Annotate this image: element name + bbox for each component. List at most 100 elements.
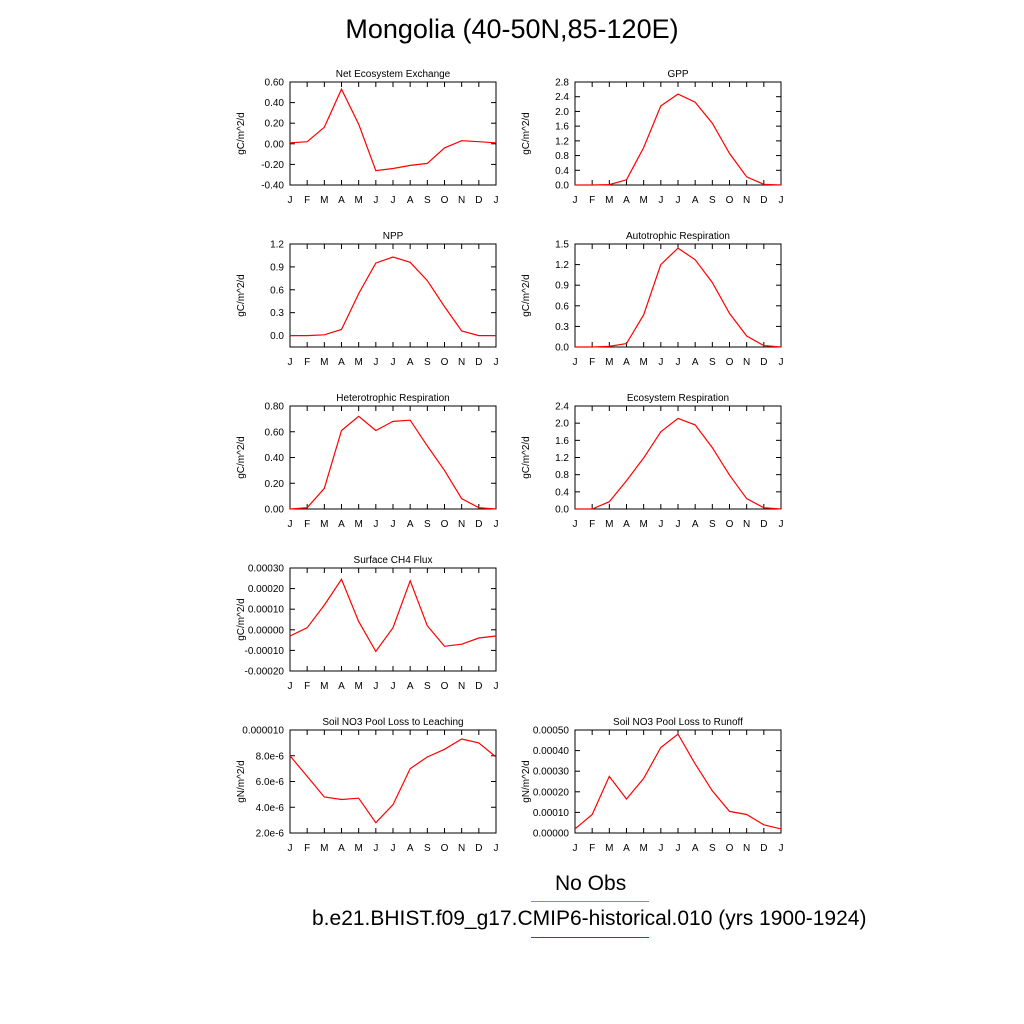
y-tick-label: 8.0e-6	[256, 751, 285, 762]
y-tick-label: 2.0e-6	[256, 829, 285, 840]
x-tick-label: A	[338, 519, 345, 530]
chart-title: Autotrophic Respiration	[626, 231, 730, 242]
x-tick-label: D	[475, 681, 482, 692]
x-tick-label: A	[407, 681, 414, 692]
x-tick-label: D	[760, 195, 767, 206]
x-tick-label: F	[304, 681, 310, 692]
x-tick-label: O	[726, 195, 734, 206]
x-tick-label: J	[494, 519, 499, 530]
x-tick-label: M	[605, 843, 613, 854]
x-tick-label: O	[441, 681, 449, 692]
y-tick-label: 0.6	[555, 301, 569, 312]
x-tick-label: J	[658, 357, 663, 368]
plot-frame	[289, 81, 497, 186]
x-tick-label: O	[441, 357, 449, 368]
x-tick-label: J	[373, 519, 378, 530]
x-tick-label: M	[320, 843, 328, 854]
chart-title: Ecosystem Respiration	[627, 393, 729, 404]
y-axis-label: gC/m^2/d	[521, 112, 532, 155]
x-tick-label: N	[458, 195, 465, 206]
x-tick-label: J	[288, 519, 293, 530]
plot-frame	[574, 243, 782, 348]
x-tick-label: F	[589, 357, 595, 368]
x-tick-label: M	[320, 519, 328, 530]
chart-title: Soil NO3 Pool Loss to Runoff	[613, 717, 743, 728]
y-tick-label: 1.5	[555, 240, 569, 251]
x-tick-label: D	[760, 519, 767, 530]
page-title: Mongolia (40-50N,85-120E)	[345, 14, 679, 44]
x-tick-label: J	[494, 681, 499, 692]
y-axis-label: gN/m^2/d	[521, 760, 532, 803]
x-tick-label: F	[589, 843, 595, 854]
x-tick-label: F	[304, 519, 310, 530]
y-tick-label: 0.00040	[533, 746, 570, 757]
x-tick-label: S	[709, 843, 716, 854]
y-tick-label: 0.3	[555, 322, 569, 333]
series-line	[289, 87, 497, 172]
y-tick-label: 0.00020	[248, 584, 285, 595]
x-tick-label: O	[726, 519, 734, 530]
x-tick-label: N	[743, 357, 750, 368]
x-tick-label: A	[692, 357, 699, 368]
y-tick-label: 2.4	[555, 402, 569, 413]
legend-model-line	[531, 937, 649, 938]
x-tick-label: F	[304, 357, 310, 368]
y-tick-label: 0.00	[265, 505, 285, 516]
x-tick-label: S	[424, 519, 431, 530]
x-tick-label: A	[692, 195, 699, 206]
x-tick-label: J	[288, 357, 293, 368]
plot-frame	[289, 729, 497, 834]
y-tick-label: 1.2	[555, 260, 569, 271]
x-tick-label: J	[494, 357, 499, 368]
chart-title: Surface CH4 Flux	[354, 555, 433, 566]
y-tick-label: 0.8	[555, 151, 569, 162]
x-tick-label: M	[639, 519, 647, 530]
legend-obs-line	[531, 901, 649, 902]
x-tick-label: N	[458, 519, 465, 530]
y-tick-label: 2.8	[555, 78, 569, 89]
x-tick-label: J	[573, 195, 578, 206]
x-tick-label: J	[391, 843, 396, 854]
x-tick-label: N	[458, 357, 465, 368]
x-tick-label: J	[288, 843, 293, 854]
x-tick-label: D	[760, 843, 767, 854]
y-axis-label: gC/m^2/d	[521, 436, 532, 479]
chart-title: Net Ecosystem Exchange	[336, 69, 451, 80]
x-tick-label: J	[676, 357, 681, 368]
x-tick-label: A	[623, 195, 630, 206]
x-tick-label: M	[320, 681, 328, 692]
x-tick-label: F	[589, 519, 595, 530]
y-tick-label: 0.00010	[533, 808, 570, 819]
y-axis-label: gC/m^2/d	[236, 598, 247, 641]
chart-title: Heterotrophic Respiration	[336, 393, 449, 404]
x-tick-label: M	[320, 195, 328, 206]
x-tick-label: J	[288, 681, 293, 692]
x-tick-label: S	[424, 357, 431, 368]
y-tick-label: 2.4	[555, 92, 569, 103]
x-tick-label: A	[338, 357, 345, 368]
x-tick-label: J	[676, 195, 681, 206]
y-tick-label: 0.60	[265, 78, 285, 89]
x-tick-label: A	[338, 195, 345, 206]
plot-frame	[574, 729, 782, 834]
y-tick-label: 6.0e-6	[256, 777, 285, 788]
y-tick-label: 0.00030	[248, 564, 285, 575]
plot-frame	[574, 81, 782, 186]
x-tick-label: J	[373, 843, 378, 854]
x-tick-label: J	[391, 519, 396, 530]
y-tick-label: 1.6	[555, 122, 569, 133]
x-tick-label: O	[441, 843, 449, 854]
x-tick-label: J	[779, 357, 784, 368]
y-tick-label: 4.0e-6	[256, 803, 285, 814]
y-axis-label: gC/m^2/d	[236, 436, 247, 479]
x-tick-label: A	[338, 681, 345, 692]
y-tick-label: -0.00010	[245, 646, 285, 657]
x-tick-label: J	[779, 843, 784, 854]
y-tick-label: -0.40	[261, 181, 284, 192]
series-line	[289, 578, 497, 653]
y-tick-label: 0.20	[265, 119, 285, 130]
